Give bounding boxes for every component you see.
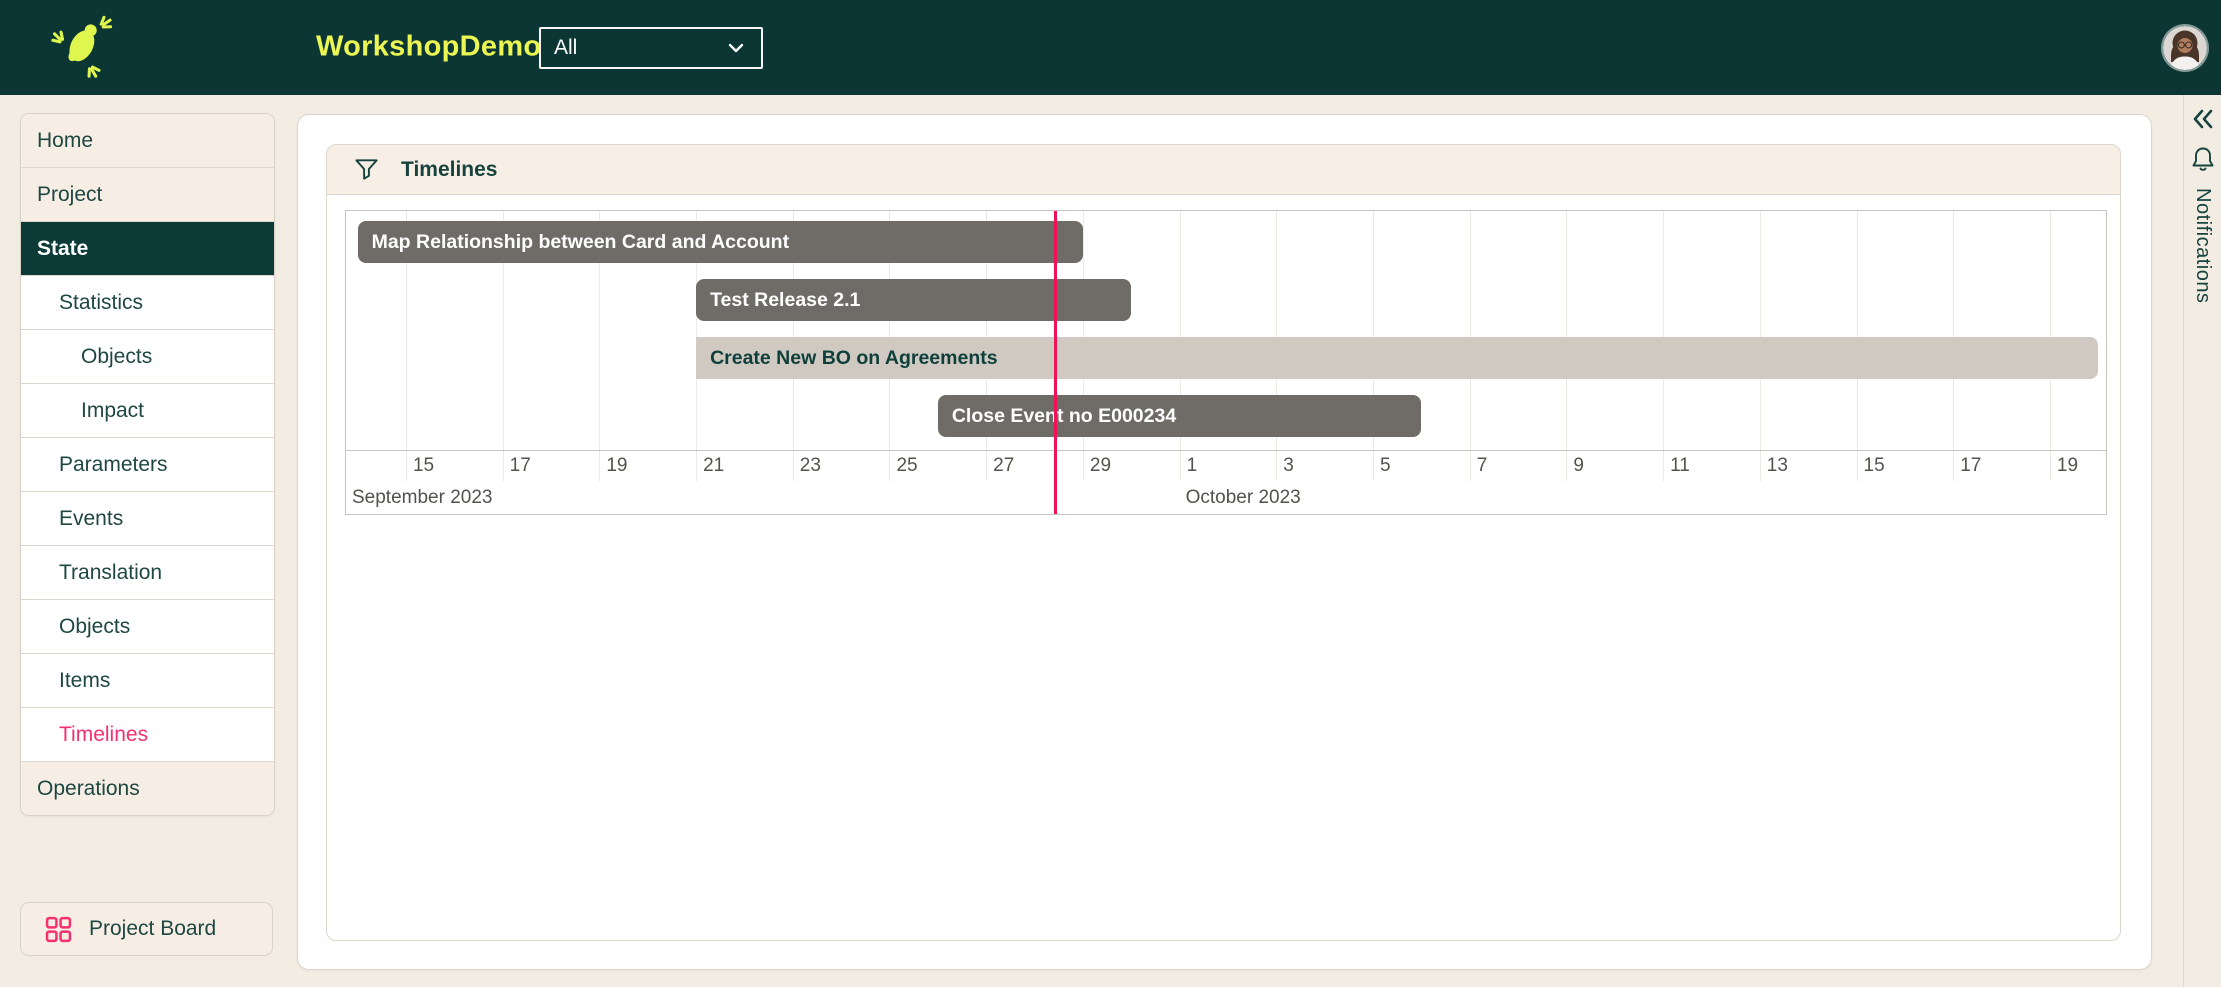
- gantt-month-label: October 2023: [1185, 487, 1301, 508]
- gantt-tick-label: 29: [1089, 455, 1112, 476]
- gantt-tick-label: 19: [606, 455, 628, 476]
- scope-select-value: All: [554, 36, 578, 59]
- sidebar-item-statistics[interactable]: Statistics: [21, 276, 274, 330]
- gantt-tick-label: 17: [509, 455, 531, 476]
- gantt-tick-label: 27: [993, 455, 1015, 476]
- sidebar-item-operations[interactable]: Operations: [21, 762, 274, 815]
- sidebar-item-state[interactable]: State: [21, 222, 274, 276]
- gantt-today-line: [1054, 211, 1058, 514]
- gantt-task-bar[interactable]: Test Release 2.1: [696, 279, 1132, 321]
- collapse-double-chevron-icon[interactable]: [2190, 106, 2216, 132]
- gantt-tick-label: 17: [1960, 455, 1982, 476]
- gantt-tick-label: 15: [412, 455, 435, 476]
- gantt-tick-label: 19: [2056, 455, 2079, 476]
- project-board-label: Project Board: [89, 917, 217, 940]
- sidebar-item-impact[interactable]: Impact: [21, 384, 274, 438]
- rail-divider: [2183, 95, 2184, 987]
- gantt-tick-label: 5: [1379, 455, 1391, 476]
- filter-icon[interactable]: [353, 156, 380, 183]
- app-header: WorkshopDemo All: [0, 0, 2221, 95]
- logo-gecko-icon: [50, 14, 116, 82]
- sidebar-item-objects[interactable]: Objects: [21, 330, 274, 384]
- sidebar-item-translation[interactable]: Translation: [21, 546, 274, 600]
- timelines-section: Timelines 15 17 19 21 23 25 27 29 1 3 5 7 9 11 13 15 17 1…: [326, 144, 2121, 941]
- timelines-section-header: Timelines: [327, 145, 2120, 195]
- sidebar-item-objects[interactable]: Objects: [21, 600, 274, 654]
- sidebar-item-home[interactable]: Home: [21, 114, 274, 168]
- sidebar-item-project[interactable]: Project: [21, 168, 274, 222]
- chevron-down-icon: [728, 43, 744, 53]
- gantt-gridline: [405, 211, 407, 481]
- project-board-button[interactable]: Project Board: [20, 902, 273, 956]
- gantt-tick-label: 7: [1476, 455, 1488, 476]
- gantt-tick-label: 23: [799, 455, 821, 476]
- gantt-tick-label: 1: [1186, 455, 1198, 476]
- gantt-tick-label: 9: [1573, 455, 1584, 476]
- sidebar-nav: Home Project State Statistics Objects Impact P…: [20, 113, 275, 816]
- gantt-task-bar[interactable]: Create New BO on Agreements: [696, 337, 2099, 379]
- notifications-label[interactable]: Notifications: [2192, 188, 2214, 304]
- section-title: Timelines: [401, 157, 498, 181]
- gantt-gridline: [599, 211, 601, 481]
- gantt-axis-line: [346, 450, 2106, 451]
- sidebar-item-events[interactable]: Events: [21, 492, 274, 546]
- bell-icon[interactable]: [2189, 145, 2217, 175]
- gantt-tick-label: 3: [1283, 455, 1294, 476]
- gantt-month-label: September 2023: [352, 487, 493, 508]
- gantt-tick-label: 15: [1863, 455, 1885, 476]
- avatar[interactable]: [2163, 26, 2207, 70]
- grid-squares-icon: [45, 916, 72, 942]
- gantt-task-bar[interactable]: Close Event no E000234: [937, 395, 1422, 437]
- gantt-task-bar[interactable]: Map Relationship between Card and Accoun…: [357, 221, 1083, 263]
- gantt-gridline: [502, 211, 504, 481]
- sidebar-item-parameters[interactable]: Parameters: [21, 438, 274, 492]
- gantt-tick-label: 13: [1766, 455, 1788, 476]
- gantt-tick-label: 21: [703, 455, 725, 476]
- main-content-card: Timelines 15 17 19 21 23 25 27 29 1 3 5 7 9 11 13 15 17 1…: [297, 114, 2152, 970]
- notifications-rail: Notifications: [2184, 95, 2221, 987]
- scope-select[interactable]: All: [539, 27, 763, 69]
- gantt-tick-label: 25: [896, 455, 918, 476]
- gantt-tick-label: 11: [1670, 455, 1690, 476]
- app-title: WorkshopDemo: [316, 30, 542, 63]
- sidebar-item-timelines[interactable]: Timelines: [21, 708, 274, 762]
- gantt-chart: 15 17 19 21 23 25 27 29 1 3 5 7 9 11 13 15 17 19 September…: [345, 210, 2107, 515]
- sidebar-item-items[interactable]: Items: [21, 654, 274, 708]
